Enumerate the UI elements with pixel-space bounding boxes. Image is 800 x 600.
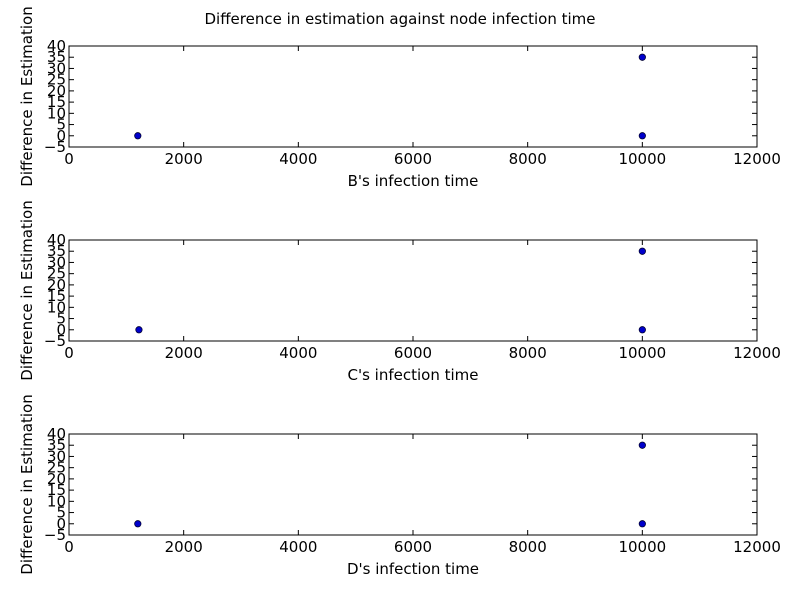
x-tick-label: 6000	[394, 538, 432, 556]
y-tick-label: −5	[44, 332, 66, 350]
x-tick-label: 4000	[279, 538, 317, 556]
x-axis-label: C's infection time	[347, 366, 478, 384]
y-tick-label: −5	[44, 138, 66, 156]
data-point	[134, 520, 142, 528]
y-tick-label: 30	[47, 447, 66, 465]
x-tick-label: 12000	[733, 538, 781, 556]
y-tick-label: 15	[47, 481, 66, 499]
y-tick-label: 15	[47, 287, 66, 305]
y-tick-label: 30	[47, 59, 66, 77]
x-tick-label: 8000	[509, 538, 547, 556]
y-axis-label: Difference in Estimation	[18, 6, 36, 186]
y-tick-label: 5	[56, 504, 66, 522]
data-point	[638, 247, 646, 255]
data-point	[134, 132, 142, 140]
figure-title: Difference in estimation against node in…	[204, 10, 595, 28]
x-tick-label: 8000	[509, 150, 547, 168]
x-tick-label: 4000	[279, 150, 317, 168]
y-tick-label: 10	[47, 492, 66, 510]
y-tick-label: 25	[47, 459, 66, 477]
x-tick-label: 0	[64, 150, 74, 168]
y-tick-label: 5	[56, 310, 66, 328]
x-tick-label: 10000	[618, 538, 666, 556]
y-tick-label: 10	[47, 104, 66, 122]
x-tick-label: 6000	[394, 344, 432, 362]
x-tick-label: 12000	[733, 344, 781, 362]
data-point	[638, 326, 646, 334]
y-tick-label: 25	[47, 265, 66, 283]
data-point	[638, 441, 646, 449]
y-tick-label: 40	[47, 37, 66, 55]
y-axis-label: Difference in Estimation	[18, 394, 36, 574]
y-tick-label: 35	[47, 436, 66, 454]
y-tick-label: 20	[47, 276, 66, 294]
data-point	[135, 326, 143, 334]
x-tick-label: 2000	[165, 344, 203, 362]
y-tick-label: 0	[56, 321, 66, 339]
y-tick-label: 20	[47, 470, 66, 488]
x-axis-label: B's infection time	[348, 172, 479, 190]
y-tick-label: 0	[56, 127, 66, 145]
x-tick-label: 10000	[618, 150, 666, 168]
x-tick-label: 12000	[733, 150, 781, 168]
plot-area	[68, 433, 758, 536]
data-point	[638, 132, 646, 140]
x-axis-label: D's infection time	[347, 560, 479, 578]
y-tick-label: −5	[44, 526, 66, 544]
y-tick-label: 0	[56, 515, 66, 533]
x-tick-label: 10000	[618, 344, 666, 362]
x-tick-label: 0	[64, 344, 74, 362]
y-axis-label: Difference in Estimation	[18, 200, 36, 380]
data-point	[638, 53, 646, 61]
subplot-3: 0 2000 4000 6000 8000 10000 12000−505101520253…	[18, 394, 781, 578]
y-tick-label: 25	[47, 71, 66, 89]
y-tick-label: 40	[47, 231, 66, 249]
x-tick-label: 0	[64, 538, 74, 556]
y-tick-label: 20	[47, 82, 66, 100]
y-tick-label: 30	[47, 253, 66, 271]
x-tick-label: 2000	[165, 538, 203, 556]
y-tick-label: 10	[47, 298, 66, 316]
y-tick-label: 35	[47, 242, 66, 260]
subplots: 0 2000 4000 6000 8000 10000 12000−505101520253…	[18, 6, 781, 578]
x-tick-label: 2000	[165, 150, 203, 168]
data-point	[638, 520, 646, 528]
y-tick-label: 15	[47, 93, 66, 111]
plot-area	[68, 239, 758, 342]
y-tick-label: 5	[56, 116, 66, 134]
y-tick-label: 35	[47, 48, 66, 66]
x-tick-label: 8000	[509, 344, 547, 362]
x-tick-label: 4000	[279, 344, 317, 362]
subplot-2: 0 2000 4000 6000 8000 10000 12000−505101520253…	[18, 200, 781, 384]
y-tick-label: 40	[47, 425, 66, 443]
plot-area	[68, 45, 758, 148]
subplot-1: 0 2000 4000 6000 8000 10000 12000−505101520253…	[18, 6, 781, 190]
x-tick-label: 6000	[394, 150, 432, 168]
